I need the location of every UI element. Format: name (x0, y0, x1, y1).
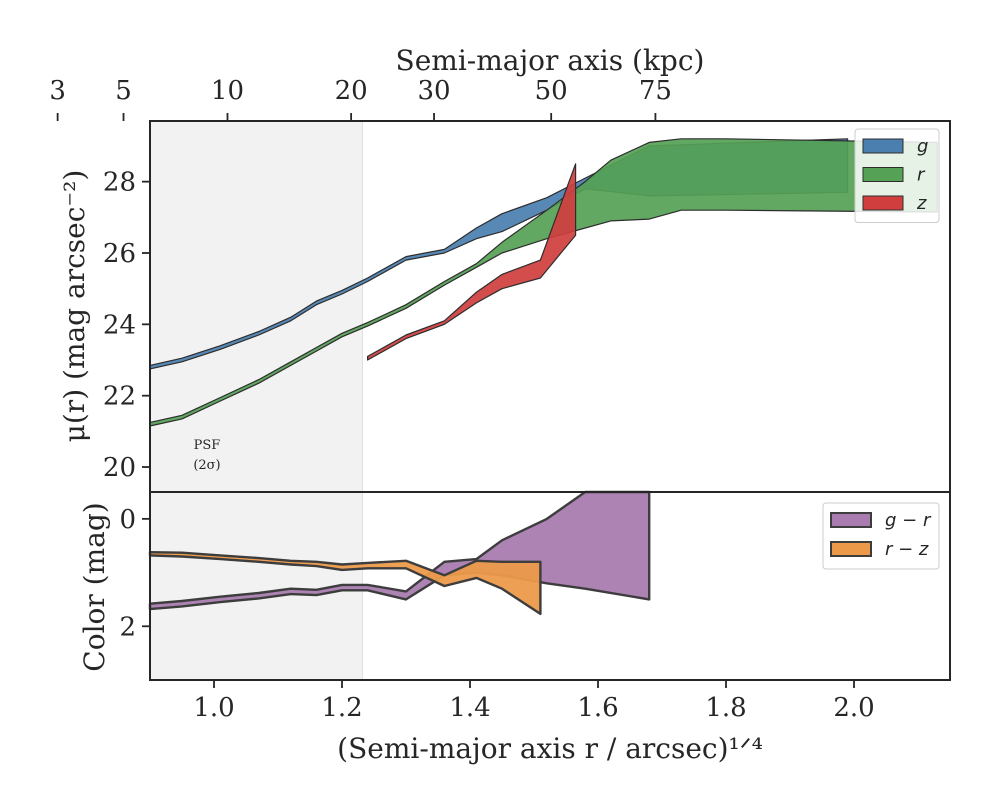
y-tick-label: 24 (103, 310, 136, 340)
x-tick-label: 1.4 (449, 693, 490, 723)
legend-label-g: g (917, 136, 928, 157)
x-tick-label: 1.6 (577, 693, 618, 723)
color-y-ticks: 02 (119, 505, 150, 642)
y-tick-label: 26 (103, 239, 136, 269)
bottom-x-axis-label: (Semi-major axis r / arcsec)¹ᐟ⁴ (337, 732, 763, 765)
y-tick-label: 0 (119, 505, 136, 535)
psf-annotation-line2: (2σ) (193, 458, 220, 473)
color-legend: g − r r − z (822, 502, 940, 570)
kpc-tick-label: 5 (115, 76, 132, 106)
kpc-tick-label: 3 (49, 76, 66, 106)
y-tick-label: 22 (103, 382, 136, 412)
psf-annotation-line1: PSF (194, 438, 221, 453)
series-band-z (367, 163, 577, 361)
y-tick-label: 2 (119, 612, 136, 642)
legend-label-r-z: r − z (885, 539, 929, 560)
legend-swatch-r (862, 167, 904, 182)
legend-swatch-r-z (830, 541, 872, 557)
legend-label-z: z (916, 193, 927, 214)
x-axis-ticks: 1.0 1.2 1.4 1.6 1.8 2.0 (193, 680, 875, 723)
top-axis-label: Semi-major axis (kpc) (396, 44, 705, 77)
legend-label-r: r (917, 165, 926, 186)
legend-swatch-z (862, 195, 904, 211)
legend-swatch-g-r (830, 512, 872, 528)
legend-label-g-r: g − r (885, 510, 932, 531)
y-tick-label: 28 (103, 168, 136, 198)
kpc-tick-label: 75 (639, 76, 672, 106)
psf-shaded-region-bottom (150, 492, 363, 680)
y-tick-label: 20 (103, 453, 136, 483)
psf-shaded-region (150, 121, 363, 492)
kpc-tick-label: 50 (535, 76, 568, 106)
x-tick-label: 1.0 (193, 693, 234, 723)
kpc-tick-label: 10 (211, 76, 244, 106)
x-tick-label: 1.8 (705, 693, 746, 723)
surface-brightness-y-ticks: 20 22 24 26 28 (103, 168, 150, 483)
series-band-r-z (148, 551, 542, 616)
surface-brightness-legend: grz (854, 128, 940, 223)
kpc-tick-label: 30 (417, 76, 450, 106)
kpc-tick-label: 20 (335, 76, 368, 106)
x-tick-label: 2.0 (833, 693, 874, 723)
legend-swatch-g (862, 138, 904, 154)
color-panel: 02 1.0 1.2 1.4 1.6 1.8 2.0 (Semi-major axis r… (78, 490, 951, 765)
surface-brightness-panel: 20 22 24 26 28 3 5 10 20 30 50 75 Semi-major axis … (49, 44, 951, 493)
kpc-axis-ticks: 3 5 10 20 30 50 75 (49, 76, 672, 121)
top-y-axis-label: μ(r) (mag arcsec⁻²) (58, 170, 91, 443)
color-plot-frame (149, 491, 951, 681)
x-tick-label: 1.2 (321, 693, 362, 723)
bottom-y-axis-label: Color (mag) (78, 502, 111, 671)
